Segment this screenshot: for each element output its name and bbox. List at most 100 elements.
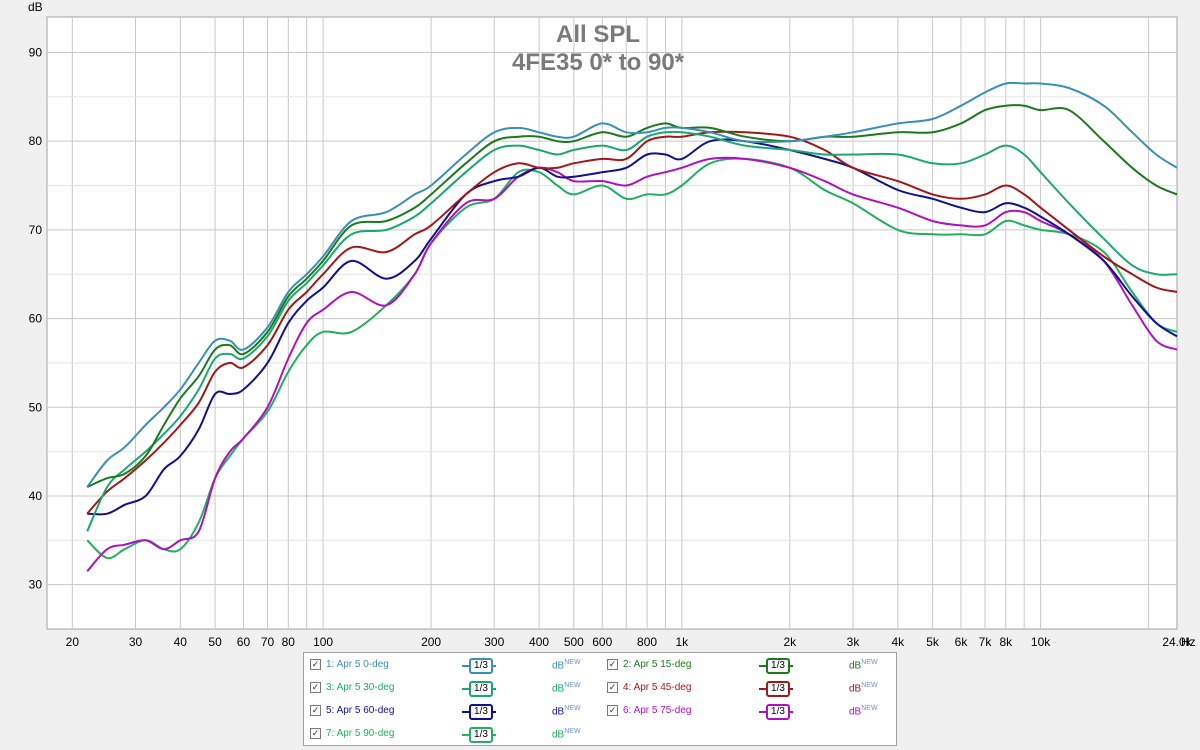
x-axis-unit: Hz (1181, 635, 1196, 649)
x-tick-label: 5k (926, 635, 940, 649)
legend-unit[interactable]: dBNEW (849, 705, 878, 717)
x-tick-label: 70 (261, 635, 275, 649)
legend-smoothing-label: 1/3 (469, 727, 493, 743)
y-tick-label: 40 (29, 489, 43, 503)
legend-smoothing-button[interactable]: 1/3 (462, 703, 496, 720)
legend-unit-superscript: NEW (861, 682, 878, 689)
legend-unit-text: dB (849, 683, 862, 695)
y-tick-label: 80 (29, 134, 43, 148)
legend-unit-superscript: NEW (564, 728, 581, 735)
legend-smoothing-button[interactable]: 1/3 (759, 703, 793, 720)
legend-smoothing-label: 1/3 (766, 658, 790, 674)
x-tick-label: 800 (637, 635, 657, 649)
grid (47, 17, 1177, 629)
legend-unit[interactable]: dBNEW (552, 682, 581, 694)
legend-entry-1: ✓ 1: Apr 5 0-deg 1/3 dBNEW (304, 654, 601, 676)
legend-series-name: 6: Apr 5 75-deg (623, 705, 692, 716)
legend-series-name: 3: Apr 5 30-deg (326, 682, 395, 693)
x-tick-label: 300 (484, 635, 504, 649)
legend-smoothing-button[interactable]: 1/3 (462, 657, 496, 674)
legend-smoothing-button[interactable]: 1/3 (462, 680, 496, 697)
legend-entry-7: ✓ 7: Apr 5 90-deg 1/3 dBNEW (304, 723, 601, 745)
legend-checkbox[interactable]: ✓ (310, 728, 321, 739)
legend-entry-5: ✓ 5: Apr 5 60-deg 1/3 dBNEW (304, 700, 601, 722)
legend-smoothing-label: 1/3 (469, 704, 493, 720)
y-tick-label: 90 (29, 45, 43, 59)
x-tick-label: 80 (282, 635, 296, 649)
x-tick-label: 2k (783, 635, 797, 649)
y-tick-label: 60 (29, 312, 43, 326)
series-line-4 (86, 130, 1178, 515)
legend-series-name: 2: Apr 5 15-deg (623, 659, 692, 670)
x-tick-label: 100 (313, 635, 333, 649)
legend-unit-text: dB (849, 706, 862, 718)
series-line-1 (86, 81, 1178, 488)
spl-chart: 30 40 50 60 70 80 90 20 30 40 50 60 70 80 100 200 300 40… (28, 0, 1196, 649)
x-tick-label: 600 (592, 635, 612, 649)
legend-series-name: 7: Apr 5 90-deg (326, 728, 395, 739)
legend-smoothing-button[interactable]: 1/3 (462, 726, 496, 743)
legend-unit[interactable]: dBNEW (849, 659, 878, 671)
legend-checkbox[interactable]: ✓ (607, 705, 618, 716)
legend-series-name: 5: Apr 5 60-deg (326, 705, 395, 716)
y-axis-label: dB (28, 0, 43, 14)
x-tick-label: 7k (979, 635, 993, 649)
legend: ✓ 1: Apr 5 0-deg 1/3 dBNEW ✓ 2: Apr 5 15-deg 1… (303, 652, 897, 746)
legend-unit-text: dB (552, 660, 565, 672)
x-tick-label: 50 (208, 635, 222, 649)
legend-unit-superscript: NEW (564, 705, 581, 712)
x-tick-label: 4k (891, 635, 905, 649)
x-tick-label: 200 (421, 635, 441, 649)
y-tick-label: 50 (29, 400, 43, 414)
x-tick-label: 20 (66, 635, 80, 649)
legend-unit[interactable]: dBNEW (849, 682, 878, 694)
legend-unit-superscript: NEW (861, 705, 878, 712)
legend-entry-2: ✓ 2: Apr 5 15-deg 1/3 dBNEW (601, 654, 898, 676)
legend-unit[interactable]: dBNEW (552, 728, 581, 740)
x-tick-label: 24.0k (1162, 635, 1192, 649)
legend-unit-superscript: NEW (564, 682, 581, 689)
legend-smoothing-label: 1/3 (766, 704, 790, 720)
legend-checkbox[interactable]: ✓ (607, 659, 618, 670)
legend-unit[interactable]: dBNEW (552, 705, 581, 717)
legend-unit-text: dB (552, 683, 565, 695)
legend-smoothing-label: 1/3 (469, 681, 493, 697)
legend-smoothing-button[interactable]: 1/3 (759, 680, 793, 697)
legend-checkbox[interactable]: ✓ (310, 659, 321, 670)
y-tick-labels: 30 40 50 60 70 80 90 (29, 45, 43, 591)
chart-subtitle: 4FE35 0* to 90* (512, 49, 685, 76)
series-lines (86, 81, 1178, 572)
x-tick-label: 30 (129, 635, 143, 649)
x-tick-label: 40 (174, 635, 188, 649)
x-tick-label: 500 (564, 635, 584, 649)
plot-area (46, 16, 1178, 630)
series-line-7 (86, 157, 1178, 560)
x-tick-label: 6k (955, 635, 969, 649)
legend-checkbox[interactable]: ✓ (607, 682, 618, 693)
legend-unit-text: dB (552, 729, 565, 741)
x-tick-label: 400 (529, 635, 549, 649)
legend-entry-6: ✓ 6: Apr 5 75-deg 1/3 dBNEW (601, 700, 898, 722)
series-line-3 (86, 130, 1178, 532)
legend-unit-superscript: NEW (564, 659, 581, 666)
x-tick-label: 10k (1031, 635, 1051, 649)
legend-series-name: 4: Apr 5 45-deg (623, 682, 692, 693)
legend-series-name: 1: Apr 5 0-deg (326, 659, 389, 670)
x-tick-labels: 20 30 40 50 60 70 80 100 200 300 400 500 600 800 1k 2k 3… (66, 635, 1193, 649)
series-line-5 (87, 138, 1178, 516)
legend-entry-4: ✓ 4: Apr 5 45-deg 1/3 dBNEW (601, 677, 898, 699)
legend-smoothing-label: 1/3 (766, 681, 790, 697)
chart-title: All SPL (556, 21, 640, 48)
y-tick-label: 30 (29, 578, 43, 592)
legend-unit[interactable]: dBNEW (552, 659, 581, 671)
x-tick-label: 60 (237, 635, 251, 649)
legend-checkbox[interactable]: ✓ (310, 705, 321, 716)
y-tick-label: 70 (29, 223, 43, 237)
legend-checkbox[interactable]: ✓ (310, 682, 321, 693)
legend-smoothing-button[interactable]: 1/3 (759, 657, 793, 674)
x-tick-label: 3k (847, 635, 861, 649)
x-tick-label: 1k (675, 635, 689, 649)
legend-smoothing-label: 1/3 (469, 658, 493, 674)
legend-unit-text: dB (552, 706, 565, 718)
series-line-2 (86, 104, 1178, 489)
